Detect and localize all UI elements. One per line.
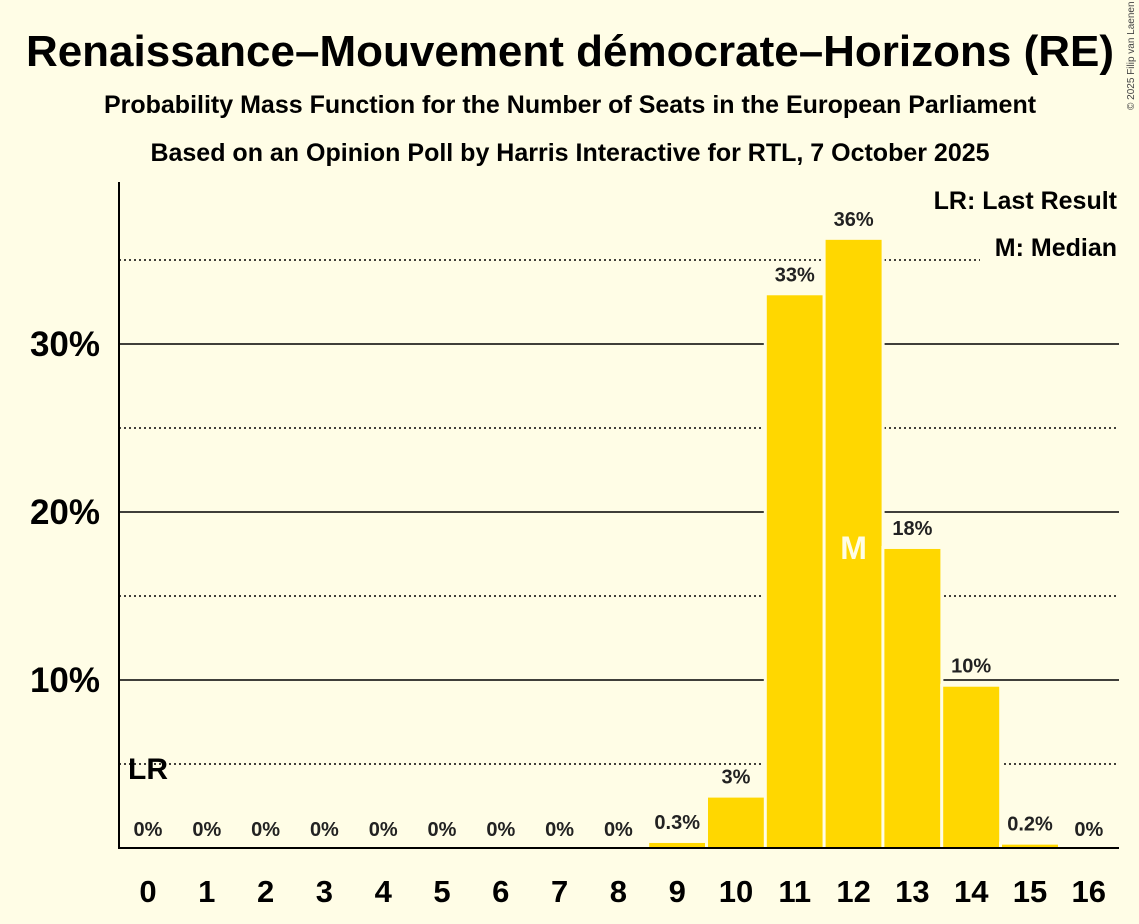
y-tick-label: 10% <box>30 661 100 700</box>
bar <box>943 686 1000 848</box>
bar-value-label: 0.3% <box>654 812 700 834</box>
legend-lr-background <box>931 186 1119 220</box>
x-tick-label: 11 <box>778 874 811 909</box>
x-tick-label: 14 <box>954 874 989 909</box>
x-tick-label: 5 <box>433 874 450 909</box>
x-tick-label: 9 <box>669 874 686 909</box>
x-tick-label: 16 <box>1072 874 1106 909</box>
bar <box>766 295 823 848</box>
x-tick-label: 7 <box>551 874 568 909</box>
legend-median: M: Median <box>995 234 1117 262</box>
bar-value-label: 0% <box>604 819 633 841</box>
x-tick-label: 4 <box>375 874 393 909</box>
bar-value-label: 0% <box>545 819 574 841</box>
bar <box>825 239 882 849</box>
bar-value-label: 0% <box>369 819 398 841</box>
copyright-text: © 2025 Filip van Laenen <box>1126 1 1137 110</box>
x-tick-label: 10 <box>719 874 753 909</box>
bar-value-label: 0% <box>428 819 457 841</box>
bar-value-label: 0% <box>192 819 221 841</box>
bar <box>1002 844 1058 848</box>
bar-value-label: 0% <box>134 819 163 841</box>
x-tick-label: 0 <box>139 874 156 909</box>
bar-value-label: 36% <box>834 209 874 231</box>
bar-value-label: 0% <box>1074 819 1103 841</box>
bar-value-label: 0% <box>310 819 339 841</box>
x-tick-label: 13 <box>895 874 929 909</box>
legend-last-result: LR: Last Result <box>934 187 1118 215</box>
x-tick-label: 2 <box>257 874 274 909</box>
bar-value-label: 0% <box>486 819 515 841</box>
median-marker: M <box>840 530 867 566</box>
label-layer: 10%20%30%0%00%10%20%30%40%50%60%70%80.3%… <box>30 209 1106 909</box>
chart-subtitle: Probability Mass Function for the Number… <box>104 91 1037 119</box>
chart-title: Renaissance–Mouvement démocrate–Horizons… <box>26 27 1114 76</box>
x-tick-label: 12 <box>836 874 870 909</box>
x-tick-label: 8 <box>610 874 627 909</box>
legend-median-background <box>980 233 1119 267</box>
bar-layer <box>646 236 1061 849</box>
bar-value-label: 0.2% <box>1007 814 1053 836</box>
grid-layer <box>119 259 1119 765</box>
bar-value-label: 3% <box>722 767 751 789</box>
bar <box>884 548 941 848</box>
x-tick-label: 1 <box>198 874 215 909</box>
bar-value-label: 18% <box>892 518 932 540</box>
y-tick-label: 20% <box>30 493 100 532</box>
bar-value-label: 10% <box>951 656 991 678</box>
bar <box>708 797 764 848</box>
bar-value-label: 0% <box>251 819 280 841</box>
last-result-marker: LR <box>128 753 168 786</box>
chart-subtitle-poll: Based on an Opinion Poll by Harris Inter… <box>150 139 989 167</box>
x-tick-label: 15 <box>1013 874 1047 909</box>
x-tick-label: 6 <box>492 874 509 909</box>
y-tick-label: 30% <box>30 325 100 364</box>
x-tick-label: 3 <box>316 874 333 909</box>
bar <box>649 842 706 848</box>
bar-value-label: 33% <box>775 264 815 286</box>
